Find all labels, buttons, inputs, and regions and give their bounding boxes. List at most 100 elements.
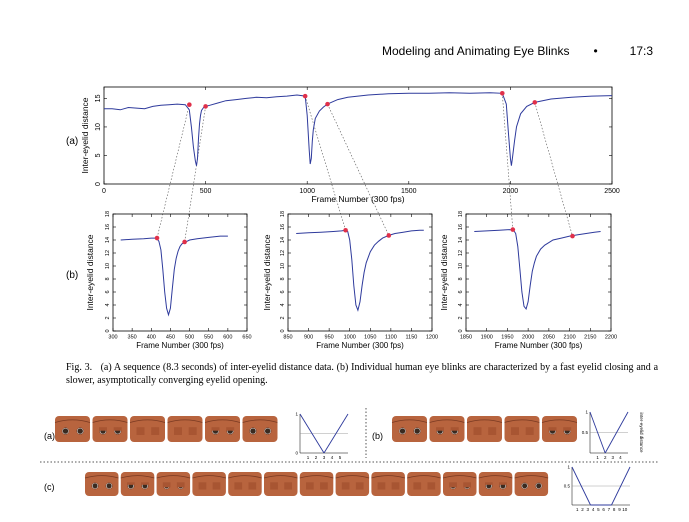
eye-pupil [92,483,98,489]
y-tick-label: 12 [105,250,111,256]
face-frame [478,472,513,496]
face-frame [204,416,241,442]
eyelid [127,482,135,485]
blink-marker [386,233,392,238]
connector-line [304,96,346,231]
eyelid [320,482,328,490]
x-tick-label: 1100 [385,335,397,341]
x-tick-label: 400 [147,335,156,341]
brow-line [299,475,334,479]
eyelid [284,482,292,490]
y-tick-label: 18 [280,211,286,217]
connector-lines [156,93,573,242]
face-skin [92,416,128,442]
eye-pupil [77,428,83,434]
blink-marker [510,227,516,232]
y-tick-label: 2 [105,316,111,319]
y-tick-label: 12 [458,250,464,256]
face-frame [167,416,203,442]
inset-x-tick-label: 2 [604,455,607,460]
eyelid [226,427,235,431]
face-skin [504,416,540,442]
x-tick-label: 1000 [344,335,356,341]
face-frame [442,472,477,496]
eye-pupil [536,483,542,489]
row-label-b: (b) [372,431,383,441]
y-tick-label: 18 [458,211,464,217]
blink-marker [182,239,187,245]
x-tick-label: 0 [102,188,106,195]
eyelid [473,427,482,435]
plot-frame [112,213,248,332]
chart-top-sequence: 0 500 1000 1500 2000 2500 0 5 10 15 Frame Number (… [80,86,620,204]
inset-x-tick-label: 4 [331,455,334,460]
y-tick-label: 8 [458,277,464,280]
eyelid [485,482,493,485]
y-tick-label: 10 [105,263,111,269]
x-tick-label: 900 [304,335,313,341]
y-tick-label: 6 [105,290,111,293]
y-tick-label: 14 [105,237,111,243]
y-tick-label: 10 [95,123,102,131]
x-tick-label: 350 [128,335,137,341]
brow-line [442,475,477,479]
eyelid [188,427,197,435]
connector-line [156,104,190,239]
inset-x-tick-label: 1 [596,455,599,460]
brow-line [192,475,227,479]
y-tick-label: 6 [458,290,464,293]
y-tick-label: 4 [458,303,464,306]
y-tick-label: 0 [458,329,464,332]
x-tick-label: 2000 [503,188,519,195]
inset-x-tick-label: 6 [602,507,605,512]
plot-frame [103,86,613,185]
y-tick-label: 8 [105,277,111,280]
x-tick-label: 1850 [460,335,472,341]
eyelid [162,482,171,488]
eyelid [525,427,534,435]
face-skin [120,472,155,496]
face-frame [541,416,578,442]
y-axis-label: Inter-eyelid distance [262,234,272,310]
inset-chart-a: 1 2 3 4 501 [295,412,349,460]
inset-x-tick-label: 4 [619,455,622,460]
face-frame [129,416,166,442]
inset-series-line [571,466,591,506]
x-axis-label: Frame Number (300 fps) [136,341,224,350]
plot-frame [465,213,612,332]
x-axis-label: Frame Number (300 fps) [495,341,583,350]
connector-line [184,106,206,242]
brow-line [335,475,370,479]
face-frame [192,472,227,496]
inset-y-axis-label: inter-eyelid distance [639,412,644,453]
y-tick-label: 4 [280,303,286,306]
plot-frame [287,213,433,332]
eyelid [136,427,145,435]
x-tick-label: 950 [325,335,334,341]
inset-series-line [323,413,349,454]
face-frame [120,472,155,496]
y-tick-label: 5 [95,153,102,157]
face-frame [242,416,278,442]
eyelid [211,427,220,431]
x-tick-label: 1000 [299,188,315,195]
panel-label-a: (a) [66,136,79,147]
x-tick-label: 650 [242,335,251,341]
blink-marker [570,233,575,239]
face-frame [263,472,298,496]
brow-line [84,475,119,479]
caption-text: (a) A sequence (8.3 seconds) of inter-ey… [66,362,659,386]
inset-x-tick-label: 1 [576,507,579,512]
brow-line [54,419,91,423]
face-skin [228,472,262,496]
y-tick-label: 8 [280,277,286,280]
face-skin [429,416,465,442]
face-frame [54,416,91,442]
x-tick-label: 300 [108,335,117,341]
face-skin [335,472,370,496]
face-frame [391,416,428,442]
x-tick-label: 2000 [522,335,534,341]
inset-y-tick-label: 0.5 [582,430,589,435]
